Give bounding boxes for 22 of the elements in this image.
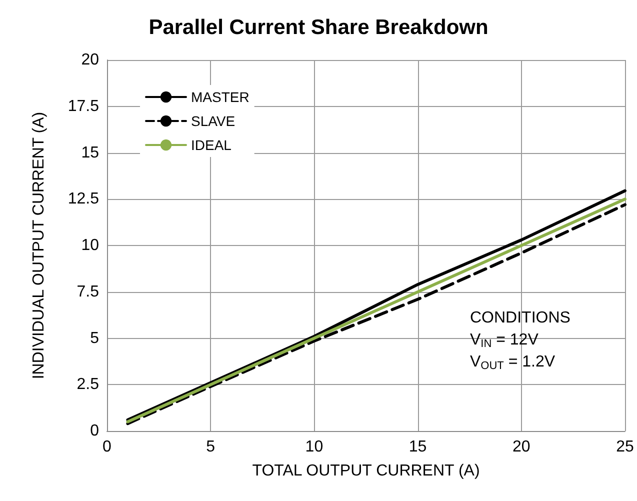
y-tick-label: 12.5 <box>68 190 100 208</box>
annotation: CONDITIONS <box>470 310 570 326</box>
y-tick-label: 20 <box>81 52 100 68</box>
legend-label: MASTER <box>191 89 250 105</box>
y-tick-label: 17.5 <box>68 98 100 115</box>
y-axis-title: INDIVIDUAL OUTPUT CURRENT (A) <box>30 112 48 380</box>
x-tick-label: 20 <box>512 438 530 456</box>
y-tick-label: 15 <box>81 144 100 162</box>
y-tick-label: 2.5 <box>76 376 100 394</box>
x-tick-label: 15 <box>408 438 427 456</box>
x-axis-title: TOTAL OUTPUT CURRENT (A) <box>252 462 480 480</box>
y-tick-label: 0 <box>90 422 100 440</box>
x-tick-label: 0 <box>102 438 112 456</box>
x-tick-label: 5 <box>206 438 216 456</box>
y-tick-label: 7.5 <box>76 283 100 300</box>
y-tick-label: 10 <box>81 237 100 254</box>
y-tick-label: 5 <box>90 330 100 347</box>
legend-label: IDEAL <box>191 137 232 153</box>
x-tick-label: 10 <box>305 438 324 456</box>
x-tick-label: 25 <box>616 438 634 456</box>
chart-title: Parallel Current Share Breakdown <box>148 16 488 39</box>
legend-label: SLAVE <box>191 113 236 129</box>
